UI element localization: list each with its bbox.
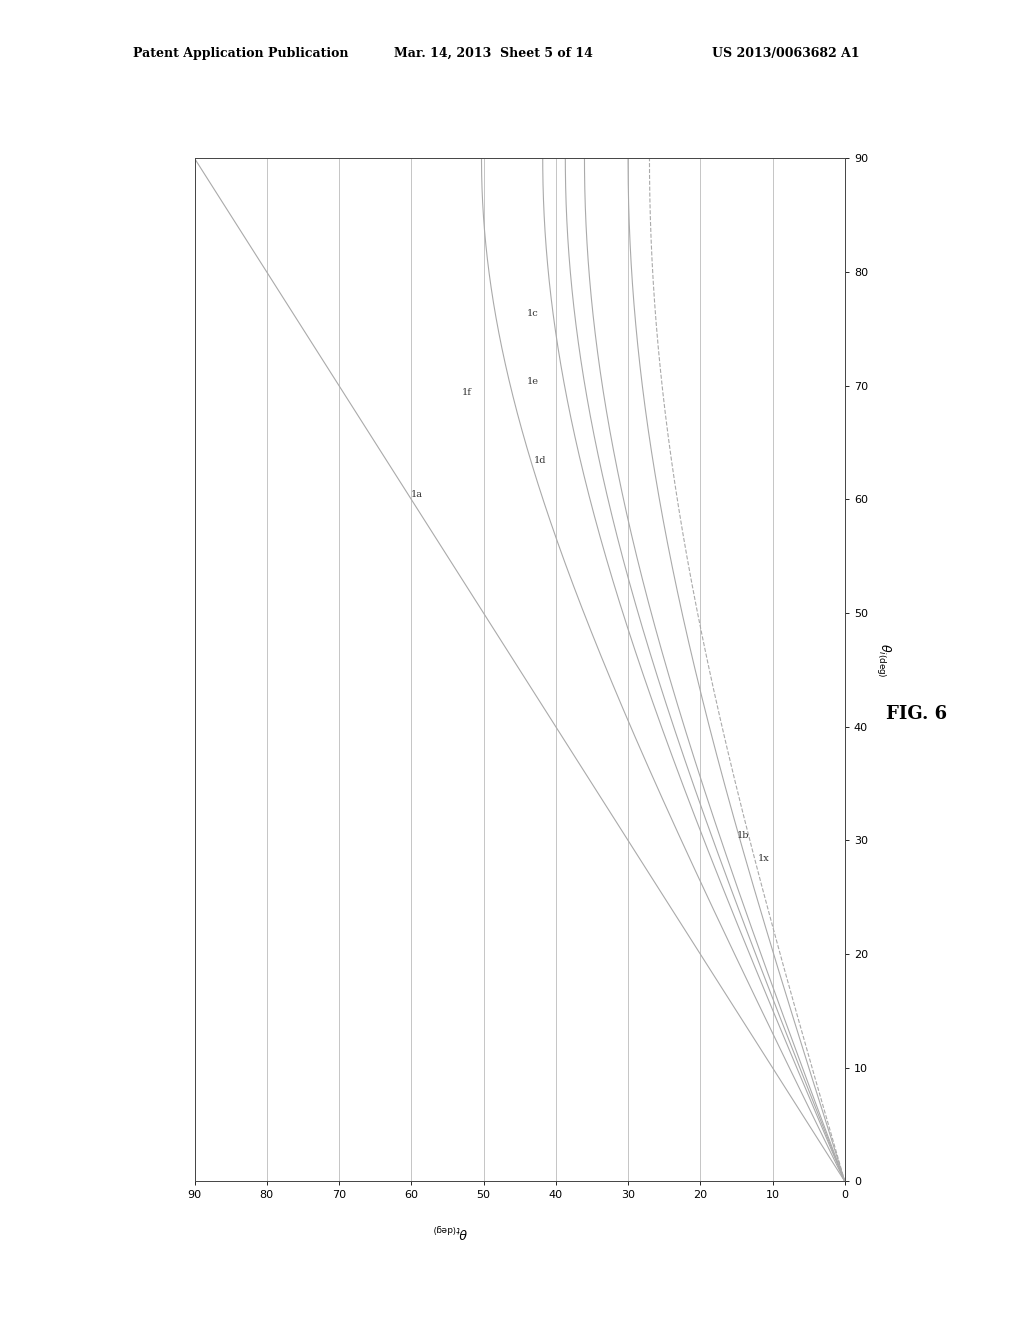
Text: $\theta_{i(\mathrm{deg})}$: $\theta_{i(\mathrm{deg})}$ <box>873 643 892 677</box>
Text: 1c: 1c <box>527 309 539 318</box>
Text: Mar. 14, 2013  Sheet 5 of 14: Mar. 14, 2013 Sheet 5 of 14 <box>394 46 593 59</box>
Text: 1x: 1x <box>758 854 770 863</box>
Text: 1e: 1e <box>527 376 539 385</box>
Text: US 2013/0063682 A1: US 2013/0063682 A1 <box>712 46 859 59</box>
Text: 1f: 1f <box>462 388 472 397</box>
Text: Patent Application Publication: Patent Application Publication <box>133 46 348 59</box>
Text: FIG. 6: FIG. 6 <box>886 705 947 723</box>
Text: 1b: 1b <box>736 832 749 841</box>
Text: 1a: 1a <box>412 491 423 499</box>
Text: $\theta_{t(\mathrm{deg})}$: $\theta_{t(\mathrm{deg})}$ <box>433 1221 468 1239</box>
Text: 1d: 1d <box>535 457 547 466</box>
